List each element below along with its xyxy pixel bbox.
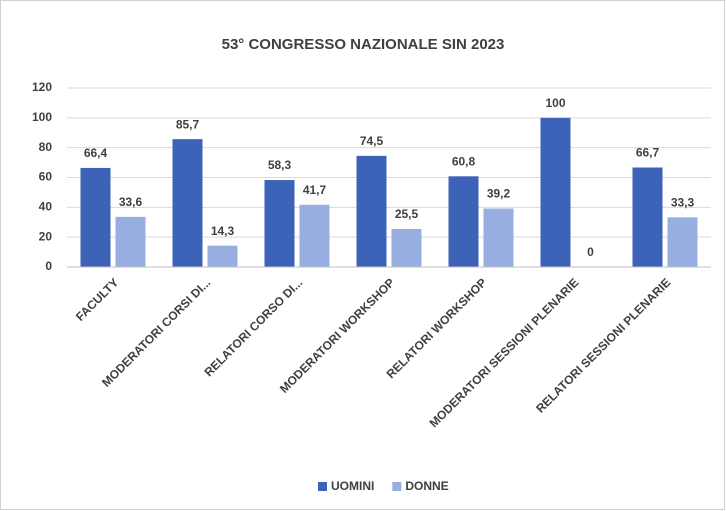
data-label: 14,3 — [211, 224, 235, 238]
data-label: 100 — [545, 96, 565, 110]
bar — [667, 217, 698, 267]
data-label: 33,3 — [671, 195, 695, 209]
data-label: 39,2 — [487, 187, 511, 201]
bar — [172, 139, 203, 267]
bar — [356, 155, 387, 267]
y-tick-label: 20 — [39, 229, 53, 243]
data-label: 74,5 — [360, 134, 384, 148]
legend-swatch — [392, 482, 402, 491]
bar — [391, 228, 422, 267]
bar — [80, 167, 111, 267]
data-label: 25,5 — [395, 207, 419, 221]
bar — [207, 245, 238, 267]
y-tick-label: 60 — [39, 170, 53, 184]
y-tick-label: 100 — [32, 110, 52, 124]
legend-label: DONNE — [405, 479, 448, 493]
data-label: 85,7 — [176, 117, 200, 131]
data-label: 66,7 — [636, 146, 660, 160]
bar — [299, 204, 330, 267]
bar — [264, 180, 295, 267]
data-label: 66,4 — [84, 146, 108, 160]
data-label: 60,8 — [452, 154, 476, 168]
data-label: 41,7 — [303, 183, 327, 197]
legend-label: UOMINI — [331, 479, 374, 493]
data-label: 0 — [587, 245, 594, 259]
bar — [632, 167, 663, 267]
bar — [115, 216, 146, 267]
bar — [448, 176, 479, 267]
bar — [540, 117, 571, 267]
y-tick-label: 40 — [39, 200, 53, 214]
legend-swatch — [318, 482, 327, 491]
y-tick-label: 80 — [39, 140, 53, 154]
bar — [483, 208, 514, 267]
y-tick-label: 120 — [32, 80, 52, 94]
data-label: 58,3 — [268, 158, 292, 172]
chart-title: 53° CONGRESSO NAZIONALE SIN 2023 — [222, 36, 505, 53]
y-tick-label: 0 — [45, 259, 52, 273]
data-label: 33,6 — [119, 195, 143, 209]
